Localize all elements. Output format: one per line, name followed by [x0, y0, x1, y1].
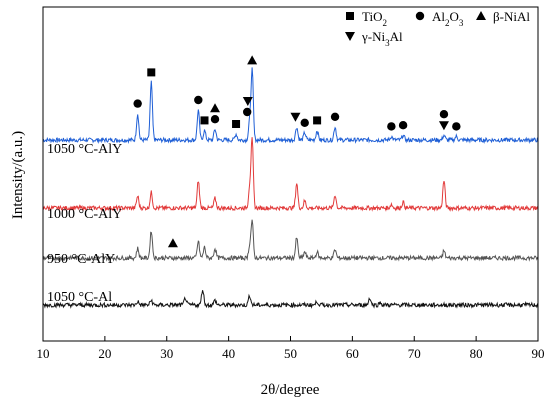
peak-marker-circle [194, 95, 203, 105]
legend-label: β-NiAl [493, 9, 530, 24]
y-axis-title: Intensity/(a.u.) [10, 131, 26, 219]
x-tick-label: 50 [284, 346, 297, 361]
x-tick-label: 10 [37, 346, 50, 361]
x-tick-label: 80 [470, 346, 483, 361]
legend-marker-triangle-down [345, 32, 355, 41]
x-tick-label: 30 [160, 346, 173, 361]
legend: TiO2 Al2O3 β-NiAl γ-Ni3Al [345, 9, 530, 48]
legend-label: Al2O3 [432, 9, 464, 28]
x-tick-label: 20 [98, 346, 111, 361]
peak-marker-triangle-up [247, 55, 258, 65]
x-tick-label: 40 [222, 346, 235, 361]
peak-marker-circle [133, 99, 142, 108]
legend-label: γ-Ni3Al [361, 29, 403, 48]
series-label-1: 1050 °C-AlY [47, 142, 122, 157]
peak-marker-square [232, 120, 241, 128]
legend-marker-square [346, 12, 354, 20]
plot-frame [42, 6, 539, 342]
series-line-2 [42, 137, 539, 212]
peak-marker-circle [242, 107, 252, 117]
peak-marker-triangle-up [210, 103, 221, 113]
peak-marker-triangle-down [438, 121, 449, 131]
peak-markers [133, 55, 461, 248]
legend-marker-triangle-up [476, 11, 486, 20]
peak-marker-circle [300, 118, 309, 128]
series-labels: 1050 °C-AlY 1000 °C-AlY 950 °C-AlY 1050 °C-… [47, 142, 122, 305]
series-lines [42, 67, 539, 309]
x-tick-label: 70 [408, 346, 421, 361]
peak-marker-circle [452, 122, 461, 131]
series-label-4: 1050 °C-Al [47, 290, 112, 305]
peak-marker-triangle-down [242, 97, 253, 106]
legend-label: TiO2 [362, 9, 387, 28]
peak-marker-triangle-down [290, 112, 301, 122]
peak-marker-square [200, 116, 209, 125]
series-line-4 [42, 290, 539, 309]
legend-marker-circle [415, 11, 425, 21]
x-axis-title: 2θ/degree [261, 382, 320, 398]
series-line-3 [42, 219, 539, 262]
peak-marker-square [313, 116, 322, 125]
peak-marker-circle [330, 112, 340, 122]
series-line-1 [42, 67, 539, 145]
peak-marker-circle [398, 121, 408, 130]
peak-marker-triangle-up [167, 238, 178, 248]
peak-marker-square [147, 68, 156, 77]
series-label-2: 1000 °C-AlY [47, 207, 122, 222]
peak-marker-circle [387, 122, 396, 131]
x-tick-label: 90 [532, 346, 545, 361]
x-tick-label: 60 [346, 346, 359, 361]
series-label-3: 950 °C-AlY [47, 252, 115, 267]
x-axis-ticks: 10 20 30 40 50 60 70 80 90 [37, 336, 545, 361]
peak-marker-circle [439, 110, 449, 119]
peak-marker-circle [210, 115, 220, 124]
